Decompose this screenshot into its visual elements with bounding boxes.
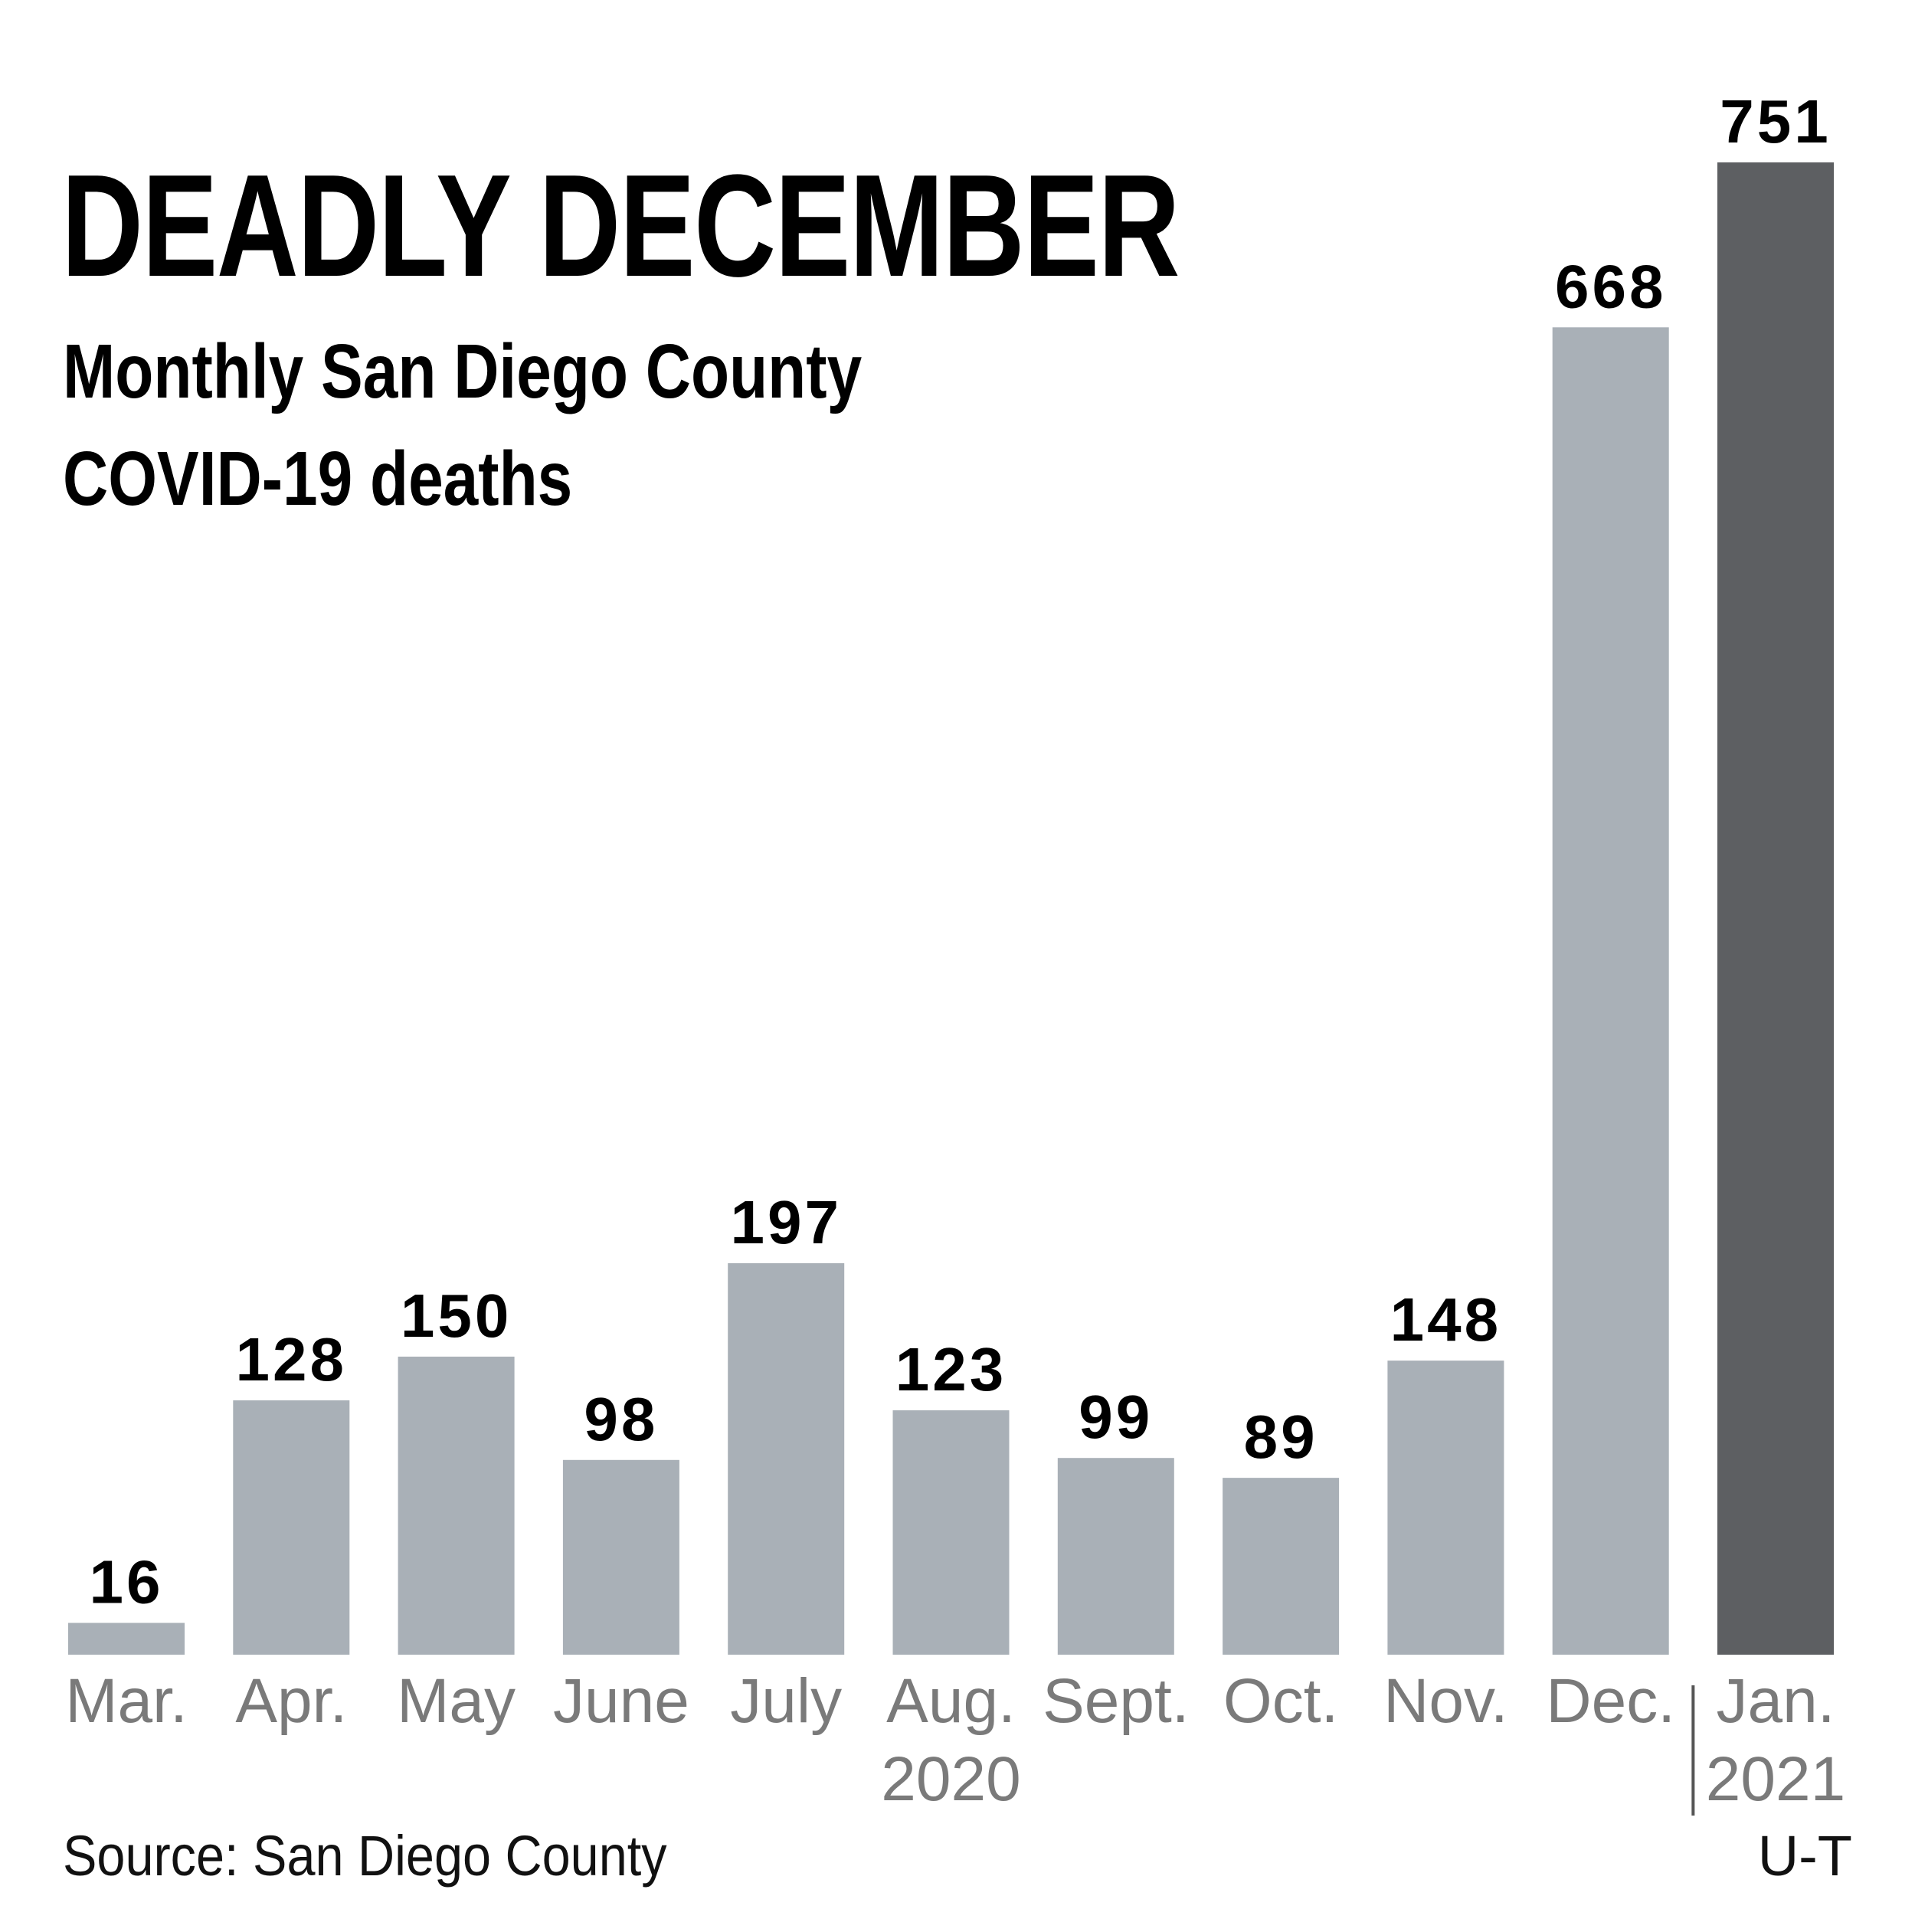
bar xyxy=(1057,1458,1174,1655)
bar xyxy=(892,1410,1010,1655)
bar xyxy=(728,1263,845,1655)
x-tick-label: Nov. xyxy=(1383,1666,1508,1736)
subtitle-line-2: COVID-19 deaths xyxy=(63,436,573,522)
data-label: 751 xyxy=(1720,87,1831,156)
bar xyxy=(1387,1361,1504,1655)
year-label: 2020 xyxy=(881,1744,1020,1814)
bar xyxy=(1223,1478,1340,1655)
source-note: Source: San Diego County xyxy=(63,1824,667,1888)
bar xyxy=(68,1623,185,1655)
data-label: 128 xyxy=(236,1325,347,1393)
data-label: 148 xyxy=(1390,1285,1501,1354)
data-label: 197 xyxy=(730,1188,841,1256)
data-label: 150 xyxy=(401,1282,512,1350)
data-label: 123 xyxy=(895,1335,1007,1403)
data-label: 16 xyxy=(90,1547,164,1616)
credit-label: U-T xyxy=(1757,1824,1852,1888)
x-tick-label: Apr. xyxy=(235,1666,347,1736)
x-tick-label: Aug. xyxy=(886,1666,1016,1736)
x-tick-label: Dec. xyxy=(1546,1666,1675,1736)
x-tick-label: Jan. xyxy=(1717,1666,1835,1736)
bar xyxy=(233,1400,350,1655)
bar xyxy=(1717,162,1834,1655)
x-tick-label: Oct. xyxy=(1223,1666,1338,1736)
x-tick-label: June xyxy=(553,1666,689,1736)
data-label: 99 xyxy=(1079,1383,1153,1451)
data-label: 98 xyxy=(584,1385,658,1453)
bar xyxy=(562,1459,679,1655)
x-tick-label: May xyxy=(397,1666,516,1736)
chart-title: DEADLY DECEMBER xyxy=(61,145,1180,307)
year-label: 2021 xyxy=(1706,1744,1845,1814)
x-tick-label: July xyxy=(730,1666,842,1736)
subtitle-line-1: Monthly San Diego County xyxy=(63,329,863,414)
bar xyxy=(1552,327,1669,1655)
data-label: 89 xyxy=(1244,1403,1318,1471)
chart-subtitle: Monthly San Diego County COVID-19 deaths xyxy=(63,318,862,532)
bar xyxy=(398,1356,515,1655)
x-tick-label: Mar. xyxy=(65,1666,187,1736)
x-tick-label: Sept. xyxy=(1043,1666,1189,1736)
data-label: 668 xyxy=(1555,252,1666,320)
